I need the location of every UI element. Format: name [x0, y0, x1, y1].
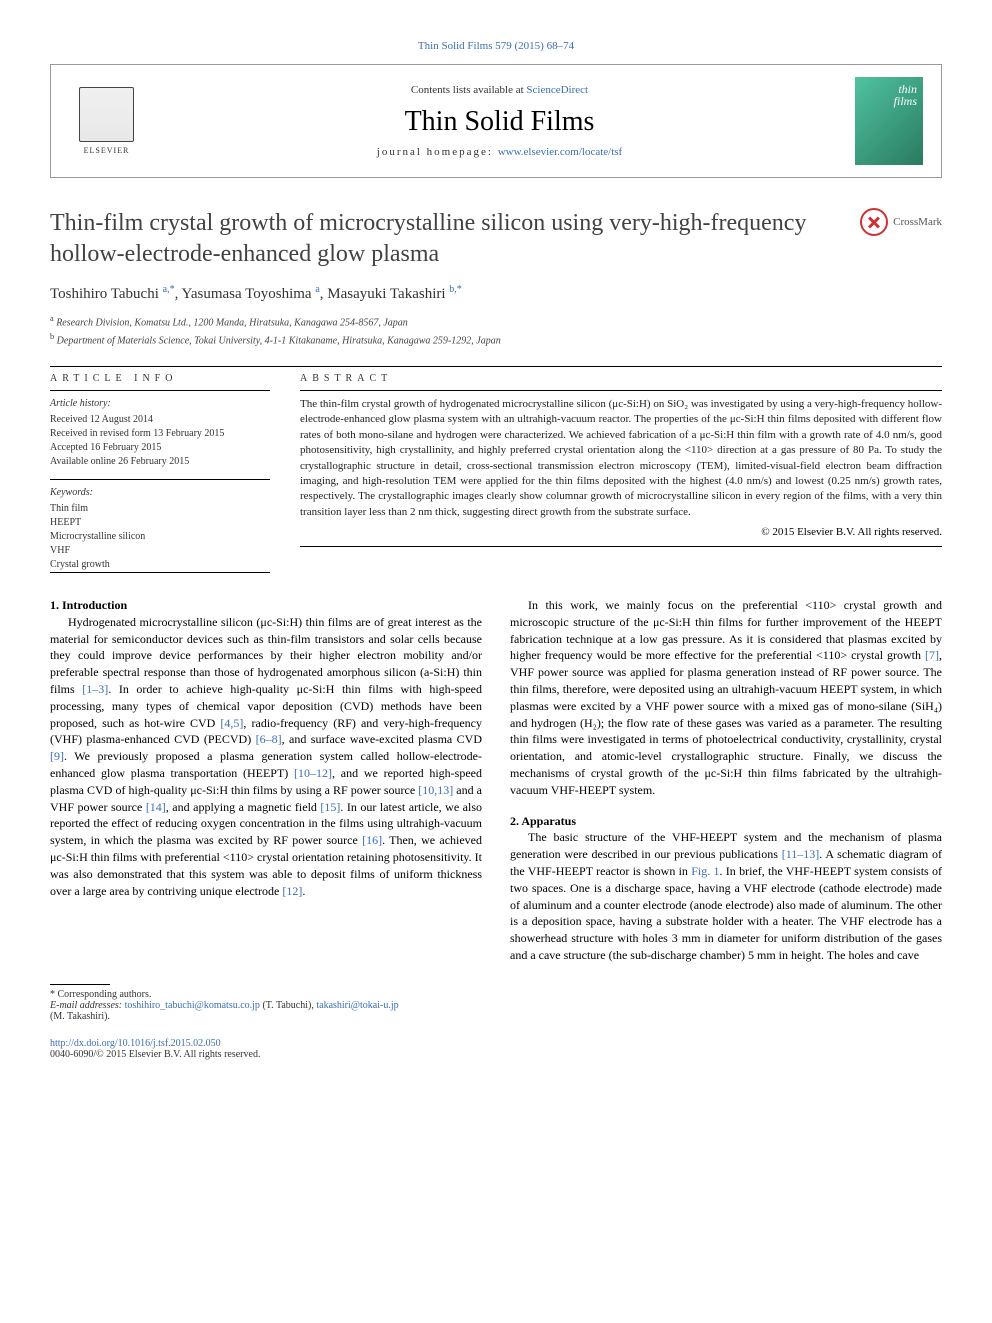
keywords-head: Keywords: — [50, 486, 270, 500]
body-columns: 1. Introduction Hydrogenated microcrysta… — [50, 597, 942, 964]
info-abstract-row: ARTICLE INFO Article history: Received 1… — [50, 373, 942, 572]
contents-prefix: Contents lists available at — [411, 84, 526, 96]
contents-line: Contents lists available at ScienceDirec… — [144, 84, 855, 96]
section-apparatus-head: 2. Apparatus — [510, 813, 942, 830]
cover-text: thin films — [894, 83, 917, 107]
email-line: E-mail addresses: toshihiro_tabuchi@koma… — [50, 1000, 942, 1011]
elsevier-label: ELSEVIER — [84, 146, 130, 155]
volume-issue-link[interactable]: Thin Solid Films 579 (2015) 68–74 — [50, 40, 942, 52]
intro-paragraph-2: In this work, we mainly focus on the pre… — [510, 597, 942, 799]
article-info-heading: ARTICLE INFO — [50, 373, 270, 384]
elsevier-tree-icon — [79, 87, 134, 142]
abstract-copyright: © 2015 Elsevier B.V. All rights reserved… — [300, 526, 942, 538]
crossmark-icon — [860, 208, 888, 236]
abstract-heading: ABSTRACT — [300, 373, 942, 384]
divider — [50, 366, 942, 367]
journal-homepage: journal homepage: www.elsevier.com/locat… — [144, 146, 855, 158]
keyword: Crystal growth — [50, 558, 270, 572]
intro-paragraph-1: Hydrogenated microcrystalline silicon (μ… — [50, 614, 482, 900]
title-row: Thin-film crystal growth of microcrystal… — [50, 208, 942, 270]
footnote-divider — [50, 984, 110, 985]
email-1[interactable]: toshihiro_tabuchi@komatsu.co.jp — [125, 1000, 260, 1011]
email-1-who: (T. Tabuchi), — [260, 1000, 316, 1011]
email-2[interactable]: takashiri@tokai-u.jp — [316, 1000, 398, 1011]
divider — [300, 390, 942, 391]
divider — [300, 546, 942, 547]
article-info-col: ARTICLE INFO Article history: Received 1… — [50, 373, 270, 572]
apparatus-paragraph-1: The basic structure of the VHF-HEEPT sys… — [510, 829, 942, 963]
journal-header: ELSEVIER Contents lists available at Sci… — [50, 64, 942, 178]
keyword: HEEPT — [50, 516, 270, 530]
history-online: Available online 26 February 2015 — [50, 455, 270, 469]
affiliations: a Research Division, Komatsu Ltd., 1200 … — [50, 313, 942, 348]
keywords-list: Thin filmHEEPTMicrocrystalline siliconVH… — [50, 502, 270, 572]
sciencedirect-link[interactable]: ScienceDirect — [526, 84, 588, 96]
abstract-col: ABSTRACT The thin-film crystal growth of… — [300, 373, 942, 572]
header-center: Contents lists available at ScienceDirec… — [144, 84, 855, 158]
crossmark-badge[interactable]: CrossMark — [860, 208, 942, 236]
corresponding-authors: * Corresponding authors. — [50, 989, 942, 1000]
doi-link[interactable]: http://dx.doi.org/10.1016/j.tsf.2015.02.… — [50, 1038, 221, 1049]
abstract-text: The thin-film crystal growth of hydrogen… — [300, 397, 942, 520]
affiliation-b: b Department of Materials Science, Tokai… — [50, 331, 942, 348]
divider — [50, 572, 270, 573]
affiliation-a: a Research Division, Komatsu Ltd., 1200 … — [50, 313, 942, 330]
email-label: E-mail addresses: — [50, 1000, 125, 1011]
crossmark-label: CrossMark — [893, 216, 942, 228]
history-received: Received 12 August 2014 — [50, 413, 270, 427]
history-revised: Received in revised form 13 February 201… — [50, 427, 270, 441]
authors: Toshihiro Tabuchi a,*, Yasumasa Toyoshim… — [50, 284, 942, 303]
journal-title: Thin Solid Films — [144, 106, 855, 138]
journal-cover-thumb: thin films — [855, 77, 923, 165]
footer: * Corresponding authors. E-mail addresse… — [50, 984, 942, 1060]
left-column: 1. Introduction Hydrogenated microcrysta… — [50, 597, 482, 964]
keyword: Thin film — [50, 502, 270, 516]
divider — [50, 390, 270, 391]
homepage-link[interactable]: www.elsevier.com/locate/tsf — [498, 146, 623, 158]
right-column: In this work, we mainly focus on the pre… — [510, 597, 942, 964]
section-intro-head: 1. Introduction — [50, 597, 482, 614]
bottom-copyright: 0040-6090/© 2015 Elsevier B.V. All right… — [50, 1049, 942, 1060]
divider — [50, 479, 270, 480]
homepage-prefix: journal homepage: — [377, 146, 498, 158]
history-accepted: Accepted 16 February 2015 — [50, 441, 270, 455]
keyword: Microcrystalline silicon — [50, 530, 270, 544]
article-title: Thin-film crystal growth of microcrystal… — [50, 208, 810, 270]
email-2-who: (M. Takashiri). — [50, 1011, 942, 1022]
cover-line2: films — [894, 95, 917, 107]
history-head: Article history: — [50, 397, 270, 411]
elsevier-logo: ELSEVIER — [69, 81, 144, 161]
keyword: VHF — [50, 544, 270, 558]
